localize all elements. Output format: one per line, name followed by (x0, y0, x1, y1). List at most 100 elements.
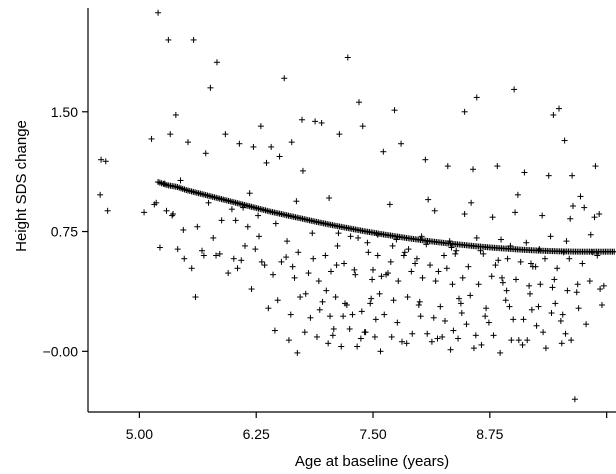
data-point (299, 116, 306, 123)
data-point (515, 337, 522, 344)
data-point (581, 204, 588, 211)
data-point (364, 239, 371, 246)
data-point (359, 123, 366, 130)
data-point (452, 250, 459, 257)
data-point (284, 238, 291, 245)
data-point (326, 195, 333, 202)
data-point (340, 313, 347, 320)
data-point (341, 260, 348, 267)
data-point (398, 338, 405, 345)
data-point (435, 268, 442, 275)
data-point (551, 276, 558, 283)
data-point (169, 212, 176, 219)
data-point (238, 257, 245, 264)
data-point (554, 265, 561, 272)
data-point (319, 298, 326, 305)
data-point (248, 286, 255, 293)
data-point (341, 300, 348, 307)
data-point (415, 302, 422, 309)
data-point (355, 234, 362, 241)
data-point (537, 281, 544, 288)
data-point (301, 329, 308, 336)
data-point (316, 306, 323, 313)
data-point (365, 249, 372, 256)
data-point (473, 234, 480, 241)
data-point (241, 242, 248, 249)
data-point (416, 298, 423, 305)
data-point (174, 246, 181, 253)
data-point (539, 212, 546, 219)
data-point (455, 335, 462, 342)
data-point (261, 262, 268, 269)
y-tick-label: 0.75 (51, 224, 78, 240)
data-point (424, 330, 431, 337)
data-point (236, 140, 243, 147)
data-point (475, 281, 482, 288)
data-point (453, 247, 460, 254)
data-point (384, 270, 391, 277)
data-point (401, 249, 408, 256)
data-point (564, 287, 571, 294)
data-point (569, 172, 576, 179)
data-point (542, 345, 549, 352)
data-point (521, 169, 528, 176)
data-point (294, 349, 301, 356)
data-point (258, 258, 265, 265)
data-point (395, 278, 402, 285)
data-point (535, 303, 542, 310)
data-point (244, 223, 251, 230)
data-point (524, 337, 531, 344)
data-point (510, 316, 517, 323)
data-point (523, 239, 530, 246)
data-point (246, 190, 253, 197)
data-point (213, 252, 220, 259)
data-point (274, 297, 281, 304)
data-point (463, 321, 470, 328)
data-point (330, 325, 337, 332)
data-point (141, 209, 148, 216)
data-point (352, 271, 359, 278)
data-point (194, 223, 201, 230)
data-point (356, 99, 363, 106)
data-point (563, 238, 570, 245)
data-point (473, 94, 480, 101)
data-point (333, 262, 340, 269)
data-point (495, 257, 502, 264)
chart-ticks: 5.00 6.25 7.50 8.75 −0.00 0.75 1.50 (43, 104, 608, 442)
data-point (458, 309, 465, 316)
data-point (574, 281, 581, 288)
data-point (312, 118, 319, 125)
data-point (405, 246, 412, 253)
data-point (597, 286, 604, 293)
data-point (309, 230, 316, 237)
data-point (218, 217, 225, 224)
data-point (413, 255, 420, 262)
trend-curve (155, 179, 616, 255)
data-point (567, 215, 574, 222)
data-point (283, 254, 290, 261)
data-point (427, 262, 434, 269)
data-point (561, 137, 568, 144)
data-point (155, 9, 162, 16)
data-point (199, 247, 206, 254)
data-point (408, 268, 415, 275)
data-point (508, 337, 515, 344)
data-point (573, 289, 580, 296)
data-point (391, 107, 398, 114)
data-point (482, 313, 489, 320)
data-point (376, 290, 383, 297)
x-tick-label: 6.25 (243, 426, 270, 442)
data-point (398, 140, 405, 147)
data-point (502, 297, 509, 304)
data-point (338, 343, 345, 350)
data-point (570, 203, 577, 209)
data-point (315, 278, 322, 285)
data-point (503, 287, 510, 294)
data-point (210, 234, 217, 241)
data-point (257, 123, 264, 130)
data-point (200, 252, 207, 259)
data-point (586, 278, 593, 285)
data-point (504, 255, 511, 262)
data-point (192, 294, 199, 301)
data-point (470, 345, 477, 352)
